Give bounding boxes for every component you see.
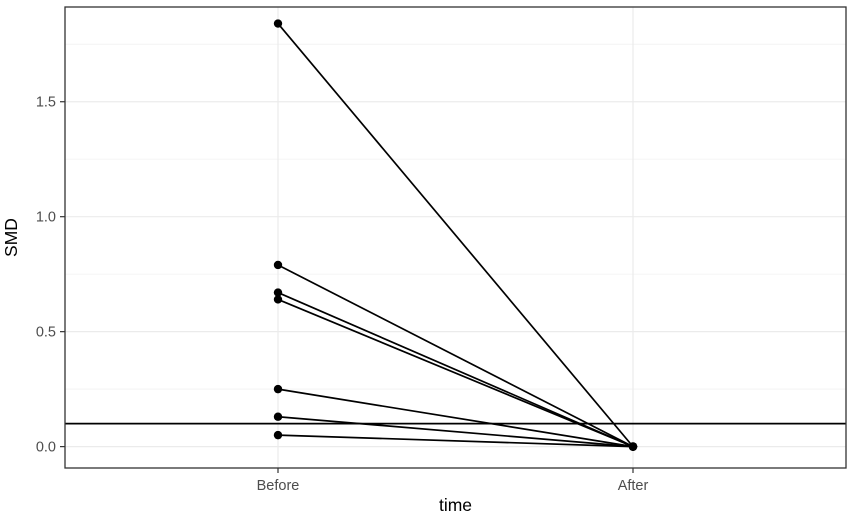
y-axis-title: SMD	[1, 218, 21, 257]
x-tick-label: After	[618, 478, 649, 494]
pair-line	[277, 291, 634, 448]
x-tick-label: Before	[257, 478, 300, 494]
pair-line	[277, 415, 634, 448]
x-axis-title: time	[439, 495, 472, 515]
y-tick-label: 0.0	[36, 440, 56, 456]
pair-line	[277, 434, 634, 448]
data-point-before	[273, 412, 283, 421]
data-point-before	[273, 288, 283, 297]
pair-line	[277, 23, 634, 448]
data-point-after	[628, 442, 638, 451]
y-tick-label: 0.5	[36, 325, 56, 341]
data-point-before	[273, 384, 283, 394]
panel-background	[65, 7, 846, 468]
panel-border	[64, 6, 847, 469]
pair-line	[277, 388, 634, 448]
pair-line	[277, 264, 634, 448]
data-point-before	[273, 19, 283, 28]
y-tick-label: 1.5	[36, 95, 56, 111]
data-point-before	[273, 430, 283, 440]
data-point-before	[273, 260, 283, 270]
pair-line	[277, 298, 634, 448]
data-point-before	[273, 295, 283, 304]
y-tick-label: 1.0	[36, 210, 56, 226]
